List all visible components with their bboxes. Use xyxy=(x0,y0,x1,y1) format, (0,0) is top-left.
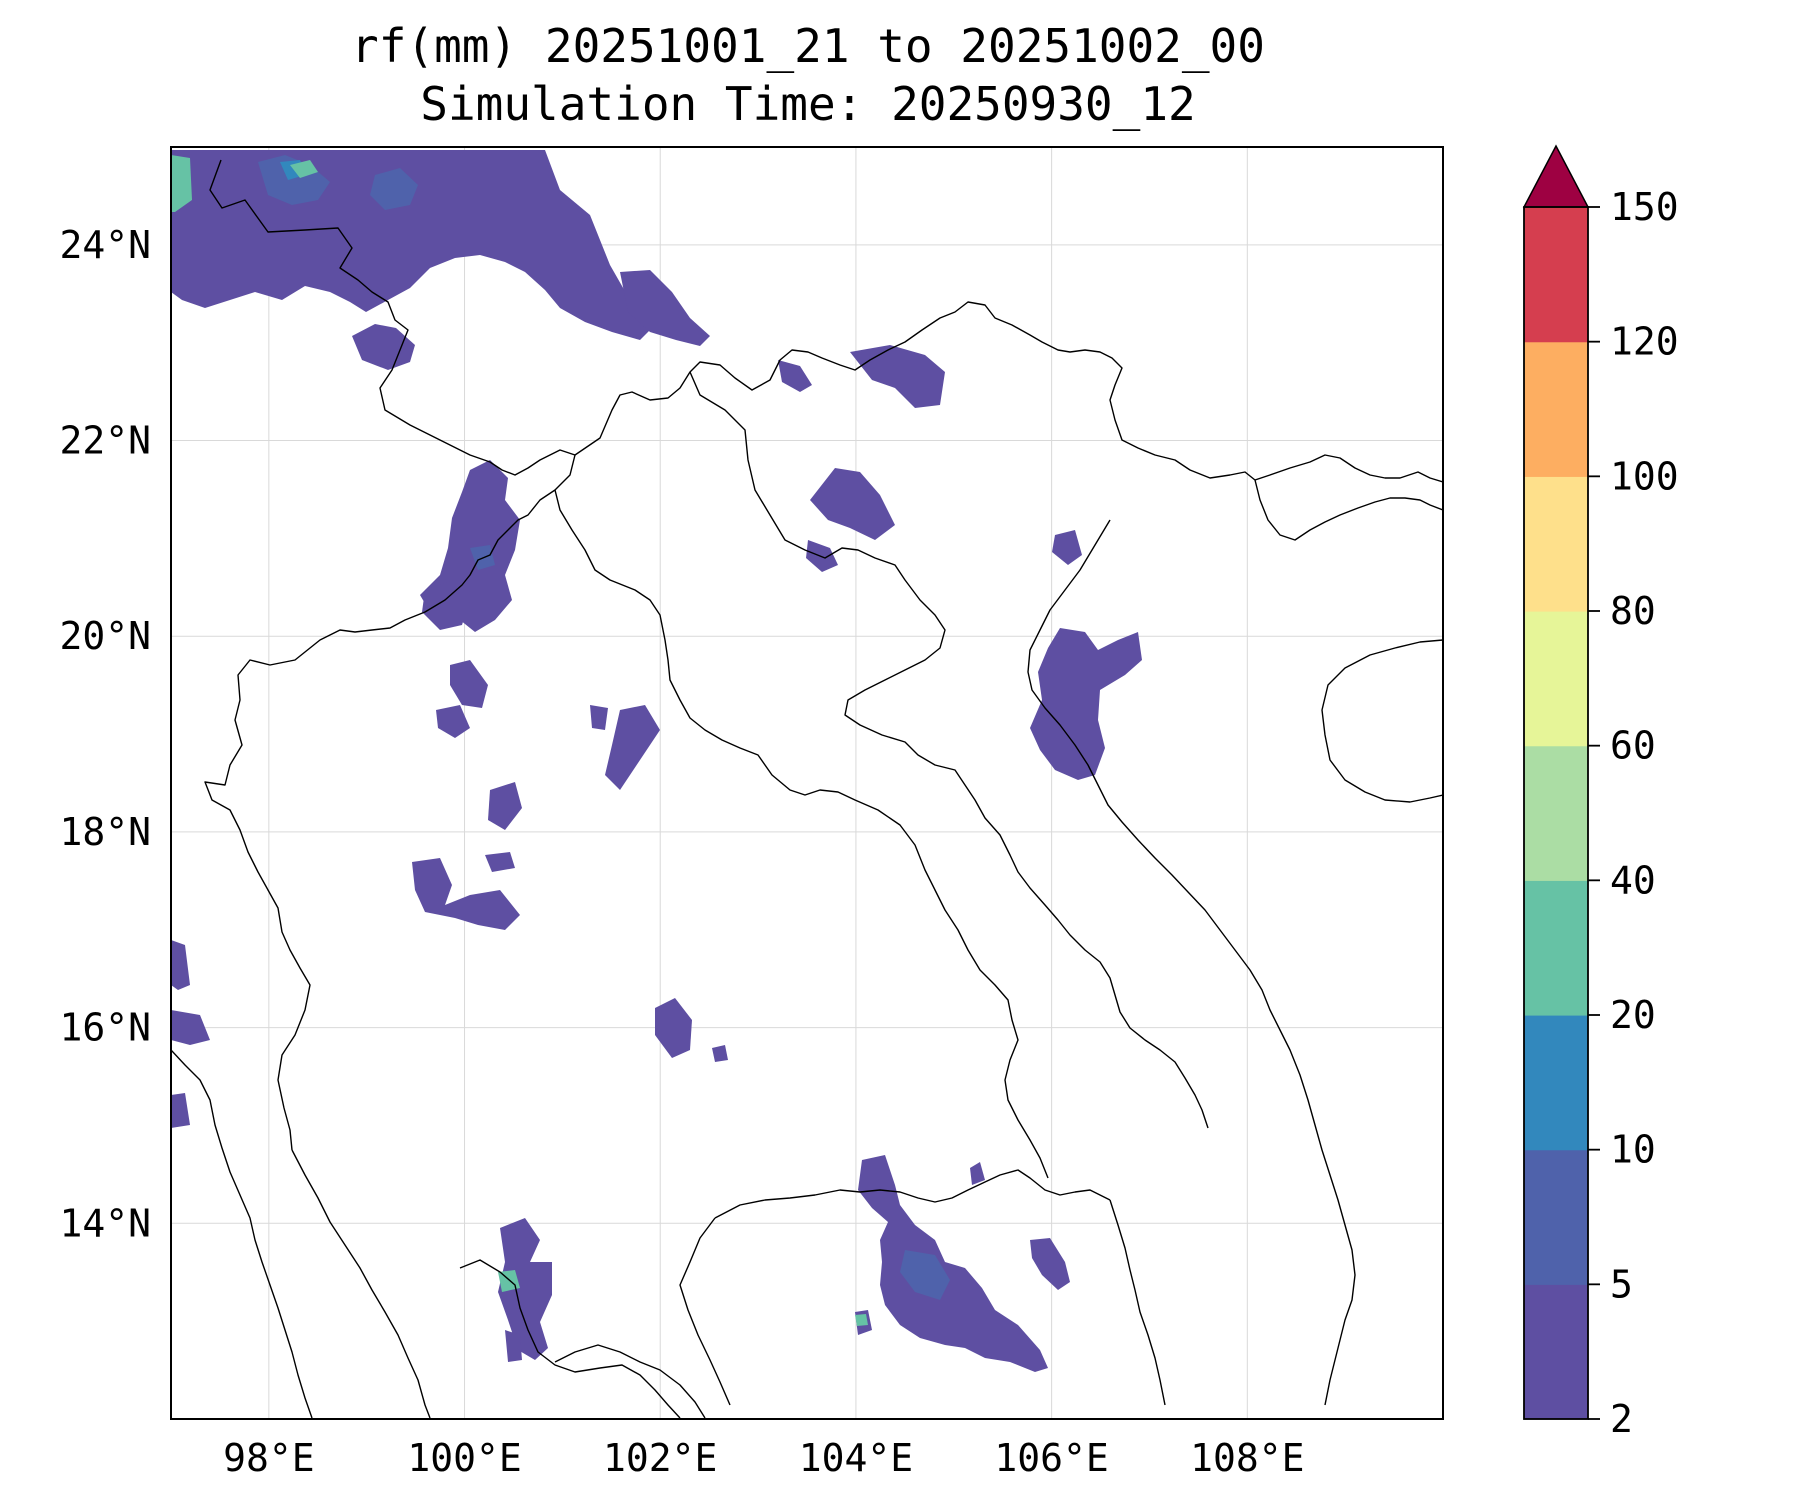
lon-tick-label: 106°E xyxy=(994,1436,1108,1480)
rain-area-thai-gulf-east xyxy=(498,1218,552,1360)
rainfall-contours xyxy=(171,150,1142,1372)
rain-area-thai-west-small xyxy=(485,852,515,872)
rain-area-band-20-40-cambodia xyxy=(855,1314,868,1326)
rain-area-laos-cluster-2 xyxy=(806,540,838,572)
colorbar-tick-labels: 2 5 10 20 40 60 80 100 120 150 xyxy=(1588,185,1679,1441)
rain-area-thai-center-1 xyxy=(655,998,692,1058)
rain-area-thai-north-1 xyxy=(450,660,488,708)
rain-area-cambodia-laos-small xyxy=(970,1162,985,1185)
colorbar: 2 5 10 20 40 60 80 100 120 150 xyxy=(1522,144,1679,1441)
rain-area-yunnan-band xyxy=(352,324,415,370)
longitude-tick-labels: 98°E 100°E 102°E 104°E 106°E 108°E xyxy=(223,1436,1304,1480)
colorbar-tick-label: 120 xyxy=(1610,320,1679,364)
lon-tick-label: 104°E xyxy=(799,1436,913,1480)
colorbar-band xyxy=(1524,611,1588,747)
colorbar-band xyxy=(1524,341,1588,477)
map-title-line1: rf(mm) 20251001_21 to 20251002_00 xyxy=(351,19,1265,73)
coastline-andaman xyxy=(171,1049,313,1419)
coastline-vietnam xyxy=(1254,454,1443,483)
colorbar-tick-label: 100 xyxy=(1610,454,1679,498)
border-laos-thailand-mekong xyxy=(554,489,1049,1179)
lat-tick-label: 16°N xyxy=(59,1006,151,1050)
border-thai-myanmar-south xyxy=(291,1149,431,1419)
colorbar-tick-label: 60 xyxy=(1610,724,1656,768)
lat-tick-label: 22°N xyxy=(59,419,151,463)
latitude-tick-labels: 14°N 16°N 18°N 20°N 22°N 24°N xyxy=(59,223,151,1245)
rain-area-myanmar-west-edge-2 xyxy=(171,1010,210,1045)
rain-area-ne-laos-cluster xyxy=(810,468,895,540)
rain-area-myanmar-band-2 xyxy=(422,580,470,630)
rain-area-laos-west-1 xyxy=(605,705,660,790)
rain-area-myanmar-west-edge xyxy=(171,940,190,990)
colorbar-tick-label: 5 xyxy=(1610,1262,1633,1306)
coastline-thai-gulf xyxy=(459,1259,681,1419)
colorbar-band xyxy=(1524,1149,1588,1285)
map-frame xyxy=(170,146,1444,1420)
lat-tick-label: 20°N xyxy=(59,614,151,658)
lon-tick-label: 100°E xyxy=(407,1436,521,1480)
rain-area-band-5-10-cambodia xyxy=(900,1250,950,1300)
coastline-hainan xyxy=(1321,639,1443,803)
colorbar-band xyxy=(1524,207,1588,343)
colorbar-band xyxy=(1524,476,1588,612)
rain-area-band-5-10-nw-2 xyxy=(370,168,418,210)
border-laos-vietnam xyxy=(689,371,1209,1129)
rain-area-cambodia-northeast xyxy=(1030,1238,1070,1290)
rain-area-thai-northwest-cluster xyxy=(412,858,520,930)
border-cambodia-vietnam xyxy=(1109,1199,1166,1406)
lat-tick-label: 14°N xyxy=(59,1201,151,1245)
map-title-line2: Simulation Time: 20250930_12 xyxy=(420,77,1195,131)
rain-area-thai-gulf-east-2 xyxy=(505,1330,522,1362)
border-cambodia-north xyxy=(714,1169,1111,1219)
colorbar-frame xyxy=(1523,206,1589,1420)
lat-tick-label: 24°N xyxy=(59,223,151,267)
rain-area-myanmar-west-edge-3 xyxy=(171,1093,190,1128)
colorbar-bands xyxy=(1524,207,1588,1420)
colorbar-tick-label: 10 xyxy=(1610,1128,1656,1172)
rain-area-north-vietnam-coast xyxy=(1030,628,1142,780)
colorbar-tick-label: 80 xyxy=(1610,589,1656,633)
lon-tick-label: 98°E xyxy=(223,1436,315,1480)
border-laos-china-east xyxy=(574,301,1256,481)
colorbar-extend-arrow xyxy=(1522,144,1590,208)
border-cambodia-west xyxy=(679,1217,731,1406)
coastline-northeast-china xyxy=(1254,479,1443,541)
border-china-myanmar-laos xyxy=(204,159,576,1151)
colorbar-tick-label: 2 xyxy=(1610,1397,1633,1441)
colorbar-band xyxy=(1524,745,1588,881)
colorbar-tick-label: 40 xyxy=(1610,858,1656,902)
rain-area-thai-center-2 xyxy=(712,1045,728,1062)
rain-area-laos-west-2 xyxy=(590,705,608,730)
rain-area-band-20-40-nw-corner xyxy=(171,155,192,212)
coastline-vietnam-south xyxy=(1027,519,1356,1406)
lon-tick-label: 102°E xyxy=(603,1436,717,1480)
map-panel: 98°E 100°E 102°E 104°E 106°E 108°E 14°N 16°N 18… xyxy=(59,146,1444,1480)
lon-tick-label: 108°E xyxy=(1190,1436,1304,1480)
rain-area-ne-shower xyxy=(620,270,710,346)
country-borders xyxy=(171,159,1443,1419)
border-thai-cambodia-gulf xyxy=(554,1344,706,1419)
lat-tick-label: 18°N xyxy=(59,810,151,854)
rain-area-thai-north-3 xyxy=(488,782,522,830)
rain-area-band-20-40-nw-2 xyxy=(290,160,318,178)
graticule xyxy=(171,147,1443,1419)
rain-area-china-border-west xyxy=(778,360,812,392)
colorbar-tick-label: 150 xyxy=(1610,185,1679,229)
rain-area-china-border-east xyxy=(850,345,945,408)
rain-area-vietnam-coast-small xyxy=(1052,530,1082,565)
colorbar-band xyxy=(1524,1284,1588,1420)
colorbar-band xyxy=(1524,1015,1588,1151)
rain-area-cambodia-central xyxy=(858,1155,1048,1372)
rain-area-thai-north-2 xyxy=(436,705,470,738)
colorbar-band xyxy=(1524,880,1588,1016)
colorbar-tick-label: 20 xyxy=(1610,993,1656,1037)
